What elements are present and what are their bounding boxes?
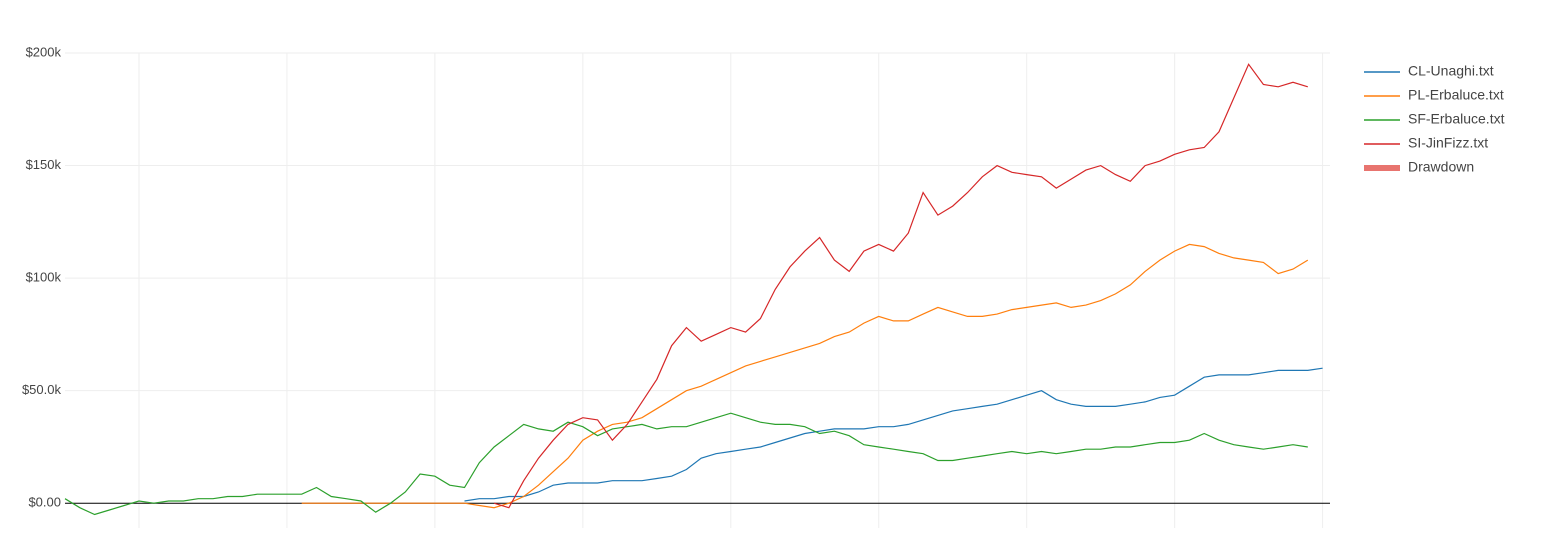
legend-label: SI-JinFizz.txt [1408, 135, 1488, 151]
legend-label: PL-Erbaluce.txt [1408, 87, 1504, 103]
series-line [464, 367, 1323, 502]
series-line [493, 63, 1308, 509]
y-tick-label: $50.0k [22, 382, 62, 397]
series-line [301, 243, 1309, 509]
y-tick-label: $100k [26, 270, 62, 285]
y-tick-label: $0.00 [28, 495, 61, 510]
legend-label: SF-Erbaluce.txt [1408, 111, 1505, 127]
legend: CL-Unaghi.txt PL-Erbaluce.txt SF-Erbaluce.… [1364, 63, 1505, 175]
y-tick-label: $200k [26, 44, 62, 59]
series-line [64, 412, 1308, 516]
y-tick-label: $150k [26, 157, 62, 172]
legend-label: CL-Unaghi.txt [1408, 63, 1494, 79]
legend-label: Drawdown [1408, 159, 1474, 175]
